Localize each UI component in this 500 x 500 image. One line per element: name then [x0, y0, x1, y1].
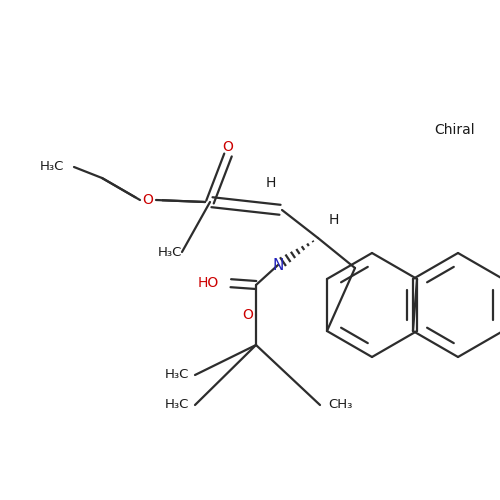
Text: H₃C: H₃C [40, 160, 64, 173]
Text: HO: HO [198, 276, 218, 290]
Text: H: H [329, 213, 339, 227]
Text: O: O [142, 193, 154, 207]
Text: H₃C: H₃C [165, 398, 189, 411]
Text: O: O [222, 140, 234, 154]
Text: H₃C: H₃C [158, 246, 182, 258]
Text: CH₃: CH₃ [328, 398, 352, 411]
Text: H: H [266, 176, 276, 190]
Text: H₃C: H₃C [165, 368, 189, 382]
Text: Chiral: Chiral [434, 123, 476, 137]
Text: O: O [242, 308, 254, 322]
Text: N: N [272, 258, 283, 272]
